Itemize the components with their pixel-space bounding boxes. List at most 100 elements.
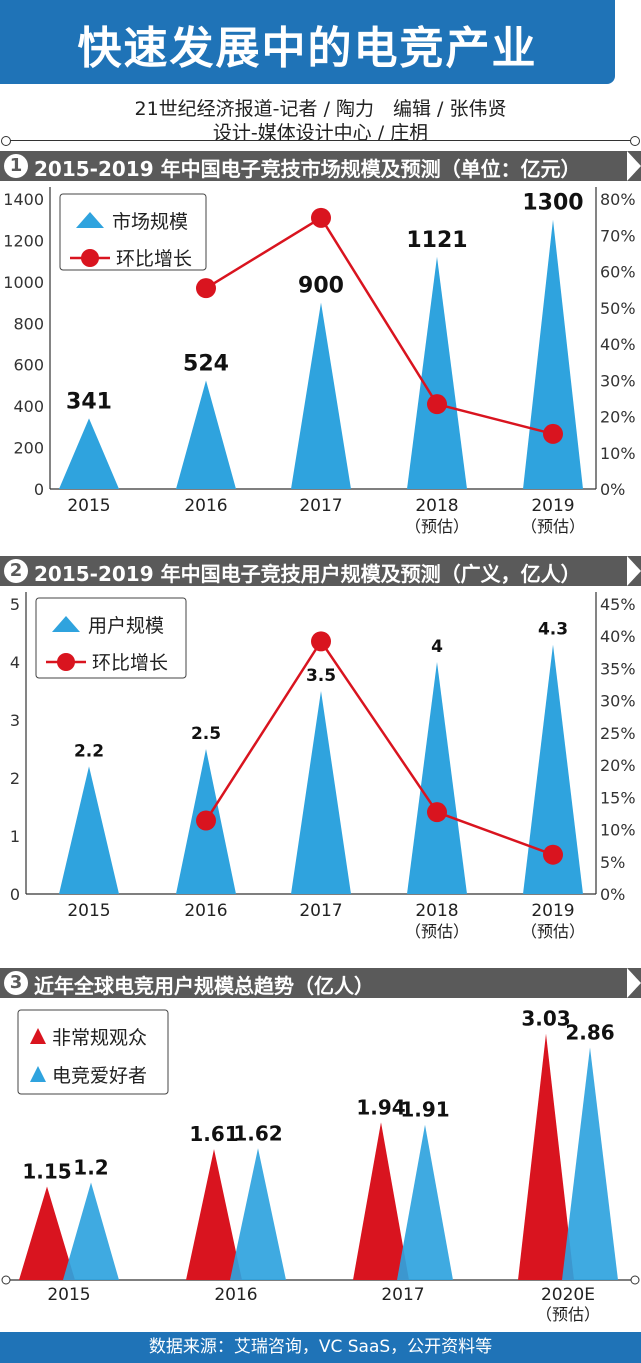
category-label-2017: 2017 xyxy=(299,496,342,516)
bar-triangle-2019 xyxy=(523,219,583,489)
bar-triangle-电竞爱好者-2020E xyxy=(562,1047,618,1280)
bar-triangle-2018 xyxy=(407,256,467,489)
value-label-2017: 900 xyxy=(298,274,344,299)
value-label-2017: 3.5 xyxy=(306,666,336,686)
legend-label-growth: 环比增长 xyxy=(116,248,192,270)
category-label-2018: 2018 xyxy=(415,496,458,516)
section-1-title: 2015-2019 年中国电子竞技市场规模及预测（单位：亿元） xyxy=(34,157,581,181)
value-label: 1.62 xyxy=(233,1121,282,1145)
category-sublabel: （预估） xyxy=(536,1305,600,1324)
growth-point xyxy=(543,423,563,444)
section-arrow-icon xyxy=(627,556,641,586)
category-sublabel: （预估） xyxy=(521,517,585,536)
value-label: 1.61 xyxy=(189,1122,238,1146)
y-tick-label: 1200 xyxy=(3,231,44,250)
value-label: 3.03 xyxy=(521,1007,570,1031)
y-tick-label: 600 xyxy=(13,356,44,375)
y-tick-label: 400 xyxy=(13,397,44,416)
y2-tick-label: 35% xyxy=(600,659,636,678)
category-sublabel: （预估） xyxy=(521,922,585,941)
value-label: 2.86 xyxy=(565,1021,614,1045)
bar-triangle-2017 xyxy=(291,302,351,489)
y-tick-label: 1000 xyxy=(3,273,44,292)
y-tick-label: 1 xyxy=(10,827,20,846)
y2-tick-label: 40% xyxy=(600,627,636,646)
y-tick-label: 800 xyxy=(13,314,44,333)
growth-point xyxy=(196,278,216,299)
y-tick-label: 2 xyxy=(10,769,20,788)
value-label: 1.2 xyxy=(73,1155,108,1179)
section-1-header: 1 2015-2019 年中国电子竞技市场规模及预测（单位：亿元） xyxy=(0,151,641,181)
category-label-2015: 2015 xyxy=(67,901,110,921)
section-arrow-icon xyxy=(627,151,641,181)
axis-end-dot xyxy=(1,1275,11,1285)
legend-box xyxy=(59,193,207,271)
value-label-2016: 2.5 xyxy=(191,724,221,744)
y2-tick-label: 70% xyxy=(600,226,636,245)
bar-triangle-非常规观众-2016 xyxy=(186,1149,242,1280)
category-label-2019: 2019 xyxy=(531,901,574,921)
category-label-2015: 2015 xyxy=(47,1285,90,1305)
divider xyxy=(1,136,640,146)
title-banner: 快速发展中的电竞产业 xyxy=(0,0,615,84)
growth-point xyxy=(196,810,216,831)
y2-tick-label: 45% xyxy=(600,595,636,614)
y-tick-label: 0 xyxy=(34,480,44,499)
y2-tick-label: 10% xyxy=(600,821,636,840)
legend-triangle-icon xyxy=(52,616,80,632)
category-label-2016: 2016 xyxy=(184,901,227,921)
y2-tick-label: 20% xyxy=(600,408,636,427)
y2-tick-label: 30% xyxy=(600,371,636,390)
bar-triangle-电竞爱好者-2016 xyxy=(230,1148,286,1280)
legend-label-casual: 非常规观众 xyxy=(52,1027,147,1049)
bar-triangle-2015 xyxy=(59,418,119,489)
byline-line-2: 设计-媒体设计中心 / 庄枂 xyxy=(212,122,429,144)
legend-label-growth: 环比增长 xyxy=(92,652,168,674)
section-2-number: 2 xyxy=(4,559,28,583)
legend-triangle-icon xyxy=(76,212,104,228)
growth-point xyxy=(427,394,447,415)
category-label-2018: 2018 xyxy=(415,901,458,921)
category-label-2017: 2017 xyxy=(299,901,342,921)
category-label-2015: 2015 xyxy=(67,496,110,516)
bar-triangle-2018 xyxy=(407,662,467,894)
y2-tick-label: 15% xyxy=(600,788,636,807)
value-label: 1.91 xyxy=(400,1098,449,1122)
category-label-2016: 2016 xyxy=(214,1285,257,1305)
category-label-2017: 2017 xyxy=(381,1285,424,1305)
bar-triangle-2015 xyxy=(59,766,119,894)
bar-triangle-电竞爱好者-2017 xyxy=(397,1124,453,1280)
bar-triangle-2017 xyxy=(291,691,351,894)
bar-triangle-非常规观众-2015 xyxy=(19,1186,75,1280)
y-tick-label: 4 xyxy=(10,653,20,672)
y-tick-label: 1400 xyxy=(3,190,44,209)
growth-point xyxy=(311,631,331,652)
y2-tick-label: 30% xyxy=(600,692,636,711)
chart-user-scale: 0 1 2 3 4 5 0% 5% 10% 15% 20% 25% 30% 35% 40% 45% 2.2 2.5… xyxy=(10,592,636,941)
section-2-header: 2 2015-2019 年中国电子竞技用户规模及预测（广义，亿人） xyxy=(0,556,641,586)
chart-global-users: 1.15 1.61 1.94 3.03 1.2 1.62 1.91 2.86 2015 2016 2… xyxy=(1,1007,640,1324)
axis-end-dot xyxy=(630,1275,640,1285)
y-tick-label: 5 xyxy=(10,595,20,614)
category-label-2016: 2016 xyxy=(184,496,227,516)
legend-dot-icon xyxy=(57,653,75,671)
y2-tick-label: 20% xyxy=(600,756,636,775)
y-tick-label: 200 xyxy=(13,439,44,458)
section-3-number: 3 xyxy=(4,971,28,995)
y2-tick-label: 0% xyxy=(600,885,625,904)
growth-line xyxy=(205,216,554,436)
page-title: 快速发展中的电竞产业 xyxy=(77,23,538,74)
bar-triangle-非常规观众-2020E xyxy=(518,1033,574,1280)
value-label-2016: 524 xyxy=(183,351,229,376)
source-footer: 数据来源：艾瑞咨询，VC SaaS，公开资料等 xyxy=(0,1332,641,1363)
value-label-2015: 2.2 xyxy=(74,741,104,761)
legend-dot-icon xyxy=(81,249,99,267)
y2-tick-label: 5% xyxy=(600,853,625,872)
bar-triangle-2016 xyxy=(176,380,236,489)
y2-tick-label: 25% xyxy=(600,724,636,743)
growth-line xyxy=(204,639,554,856)
category-sublabel: （预估） xyxy=(405,922,469,941)
section-arrow-icon xyxy=(627,968,641,998)
value-label-2018: 4 xyxy=(431,637,443,657)
value-label-2018: 1121 xyxy=(406,228,467,253)
